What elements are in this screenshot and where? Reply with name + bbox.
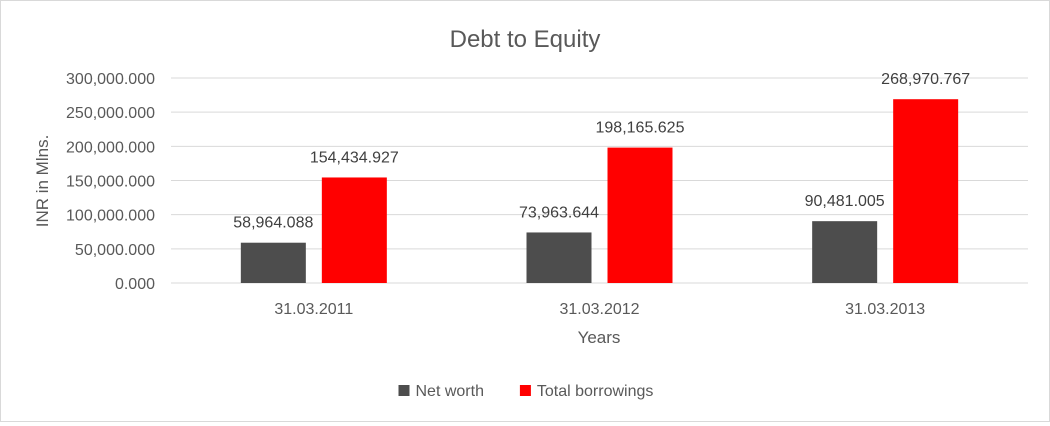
x-axis-title: Years xyxy=(578,328,621,347)
x-tick-label: 31.03.2011 xyxy=(274,301,353,318)
x-tick-label: 31.03.2013 xyxy=(845,301,925,318)
chart-title: Debt to Equity xyxy=(450,26,601,53)
bar-net-worth xyxy=(240,242,306,283)
data-label: 58,964.088 xyxy=(233,215,313,232)
x-axis-ticks: 31.03.2011 31.03.2012 31.03.2013 xyxy=(274,301,925,318)
legend-label: Total borrowings xyxy=(537,383,654,400)
bars xyxy=(240,99,959,283)
y-tick-label: 150,000.000 xyxy=(66,174,155,191)
bar-net-worth xyxy=(812,221,878,283)
legend: Net worth Total borrowings xyxy=(398,383,654,400)
x-tick-label: 31.03.2012 xyxy=(559,301,639,318)
gridlines xyxy=(171,77,1028,284)
data-labels: 58,964.088 154,434.927 73,963.644 198,165.6… xyxy=(233,71,970,232)
legend-label: Net worth xyxy=(416,383,484,400)
bar-total-borrowings xyxy=(321,177,387,283)
data-label: 198,165.625 xyxy=(596,120,685,137)
data-label: 268,970.767 xyxy=(881,71,970,88)
legend-swatch xyxy=(519,385,531,396)
bar-net-worth xyxy=(526,232,592,283)
y-tick-label: 300,000.000 xyxy=(66,71,155,88)
y-tick-label: 100,000.000 xyxy=(66,208,155,225)
data-label: 90,481.005 xyxy=(805,193,885,210)
y-tick-label: 250,000.000 xyxy=(66,105,155,122)
bar-total-borrowings xyxy=(893,99,959,283)
data-label: 73,963.644 xyxy=(519,204,599,221)
y-tick-label: 200,000.000 xyxy=(66,139,155,156)
y-tick-label: 50,000.000 xyxy=(75,242,155,259)
y-tick-label: 0.000 xyxy=(115,276,155,293)
y-axis-title: INR in Mlns. xyxy=(33,135,52,228)
legend-swatch xyxy=(398,385,410,396)
bar-total-borrowings xyxy=(607,147,673,283)
y-axis-ticks: 0.000 50,000.000 100,000.000 150,000.000 200… xyxy=(66,71,155,293)
data-label: 154,434.927 xyxy=(310,149,399,166)
